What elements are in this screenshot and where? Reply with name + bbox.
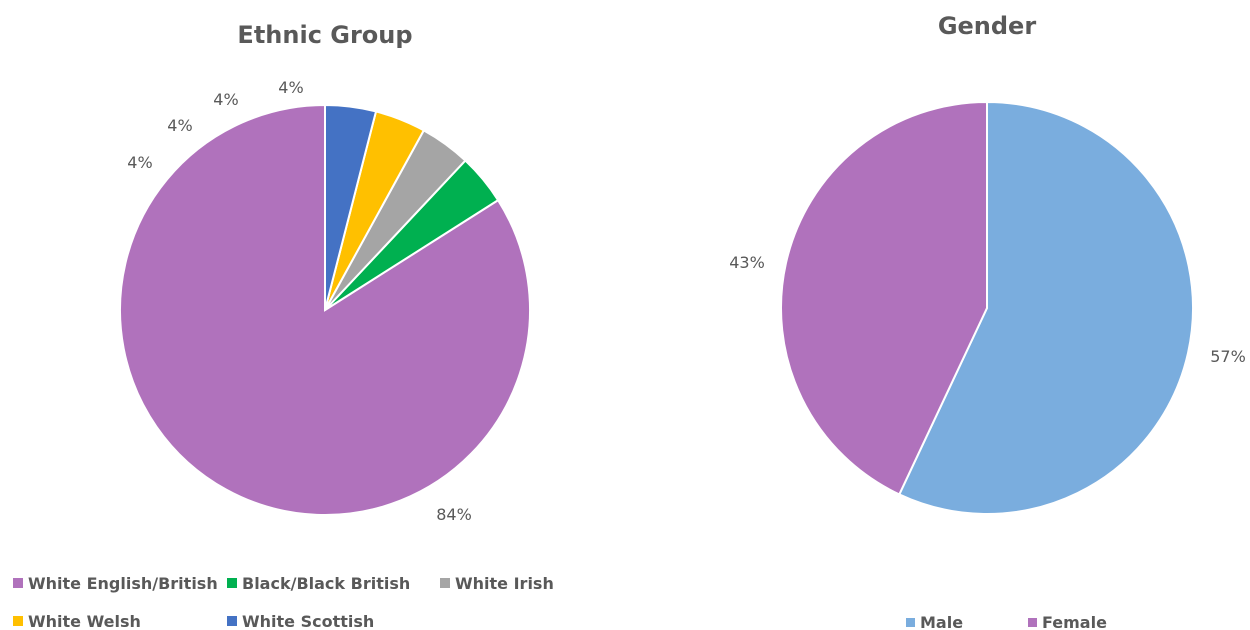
ethnic-group-legend: White English/British Black/Black Britis… (13, 574, 554, 630)
legend-swatch-white-english-british (13, 578, 23, 588)
data-label-white-english-british: 84% (436, 505, 472, 524)
gender-title: Gender (938, 12, 1037, 40)
legend-label-white-english-british: White English/British (28, 574, 218, 593)
data-label-black-black-british: 4% (127, 153, 152, 172)
gender-pie (780, 100, 1194, 515)
ethnic-group-pie (119, 103, 531, 516)
gender-data-labels: 57% 43% (729, 253, 1246, 366)
legend-label-white-irish: White Irish (455, 574, 554, 593)
legend-item-white-scottish: White Scottish (227, 612, 374, 630)
legend-label-male: Male (920, 613, 963, 630)
legend-swatch-male (906, 618, 915, 627)
legend-swatch-white-irish (440, 578, 450, 588)
legend-label-white-welsh: White Welsh (28, 612, 141, 630)
data-label-female: 43% (729, 253, 765, 272)
legend-label-black-black-british: Black/Black British (242, 574, 410, 593)
legend-item-female: Female (1028, 613, 1107, 630)
legend-item-white-english-british: White English/British (13, 574, 218, 593)
data-label-male: 57% (1210, 347, 1246, 366)
legend-label-female: Female (1042, 613, 1107, 630)
legend-item-black-black-british: Black/Black British (227, 574, 410, 593)
data-label-white-irish: 4% (167, 116, 192, 135)
legend-item-male: Male (906, 613, 963, 630)
pie-slice-white-scottish (324, 103, 378, 311)
legend-swatch-white-scottish (227, 616, 237, 626)
pie-slice-male (897, 100, 1194, 515)
legend-label-white-scottish: White Scottish (242, 612, 374, 630)
gender-chart: Gender 57% 43% Male Female (729, 12, 1246, 630)
ethnic-group-data-labels: 84% 4% 4% 4% 4% (127, 78, 471, 524)
data-label-white-welsh: 4% (213, 90, 238, 109)
ethnic-group-title: Ethnic Group (237, 21, 412, 49)
legend-item-white-welsh: White Welsh (13, 612, 141, 630)
legend-swatch-white-welsh (13, 616, 23, 626)
data-label-white-scottish: 4% (278, 78, 303, 97)
legend-item-white-irish: White Irish (440, 574, 554, 593)
gender-legend: Male Female (906, 613, 1107, 630)
ethnic-group-chart: Ethnic Group 84% 4% 4% 4% 4% White English/B… (13, 21, 554, 630)
legend-swatch-female (1028, 618, 1037, 627)
pie-slice-female (780, 100, 988, 496)
legend-swatch-black-black-british (227, 578, 237, 588)
